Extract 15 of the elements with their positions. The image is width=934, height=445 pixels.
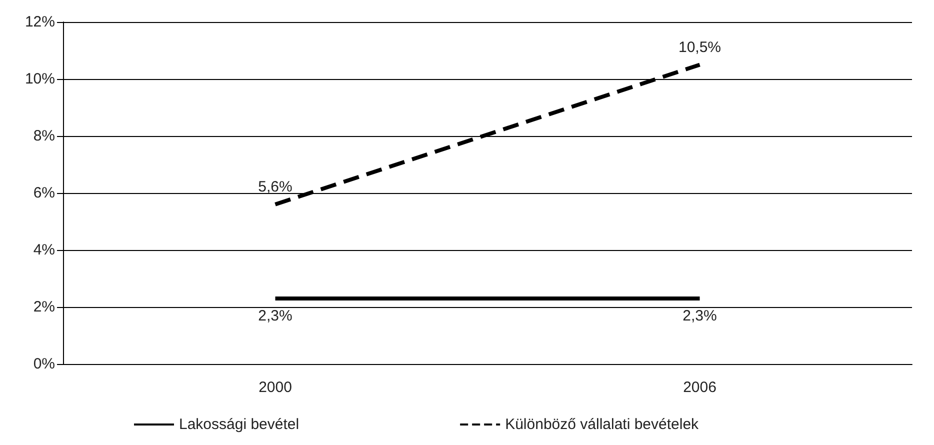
y-tick-label: 10% <box>24 70 55 88</box>
legend-label: Különböző vállalati bevételek <box>505 416 700 433</box>
x-tick-label: 2000 <box>258 379 292 396</box>
data-label: 2,3% <box>682 307 717 324</box>
y-tick-label: 6% <box>33 184 55 202</box>
data-label: 10,5% <box>678 38 722 56</box>
data-label: 2,3% <box>258 307 292 324</box>
y-tick-label: 8% <box>33 128 55 144</box>
y-tick-label: 12% <box>24 14 55 30</box>
y-tick-label: 2% <box>33 298 55 316</box>
legend-label: Lakossági bevétel <box>179 416 300 433</box>
x-tick-label: 2006 <box>683 379 716 396</box>
data-label: 5,6% <box>258 178 292 196</box>
y-tick-label: 4% <box>33 242 55 258</box>
y-tick-label: 0% <box>33 356 55 372</box>
